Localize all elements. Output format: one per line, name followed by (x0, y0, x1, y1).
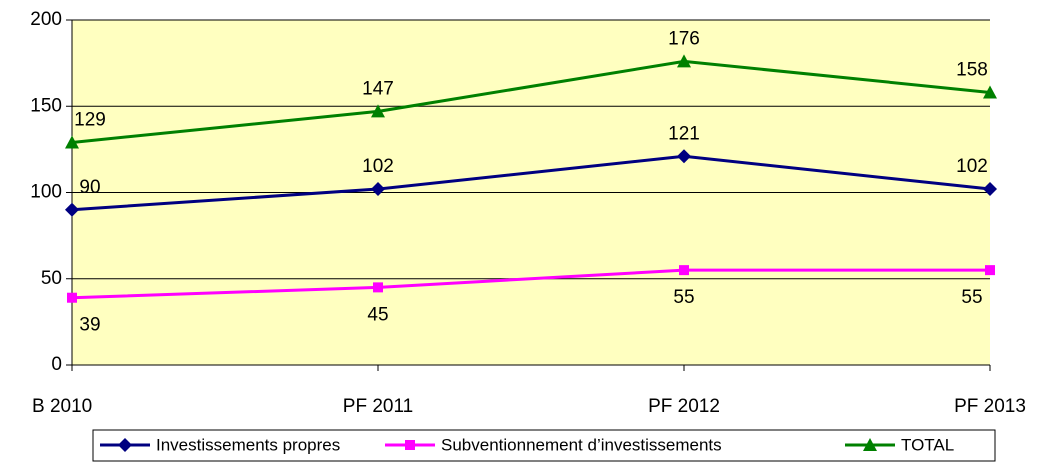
data-label: 55 (961, 287, 982, 308)
marker (677, 149, 691, 164)
marker (373, 282, 383, 293)
y-tick-label: 100 (30, 182, 62, 203)
x-tick-label: PF 2012 (648, 396, 720, 417)
data-label: 121 (668, 123, 700, 144)
series-line (71, 154, 991, 212)
data-label: 39 (79, 315, 100, 336)
data-label: 102 (362, 156, 394, 177)
legend-label: Investissements propres (156, 435, 340, 454)
data-label: 45 (367, 304, 388, 325)
legend: Investissements propres Subventionnement … (92, 429, 996, 462)
data-label: 102 (956, 156, 988, 177)
legend-box (92, 429, 996, 462)
data-label: 176 (668, 28, 700, 49)
data-label: 90 (79, 177, 100, 198)
marker (985, 265, 995, 276)
x-tick-label: PF 2011 (343, 396, 413, 417)
marker (65, 135, 79, 149)
y-tick-label: 150 (30, 95, 62, 116)
y-tick-label: 0 (51, 354, 62, 375)
data-label: 158 (956, 59, 988, 80)
marker (65, 202, 79, 217)
marker (983, 85, 997, 99)
x-tick-label: PF 2013 (954, 396, 1026, 417)
legend-label: Subventionnement d’investissements (441, 435, 722, 454)
y-tick-label: 50 (41, 268, 62, 289)
y-tick-label: 200 (30, 9, 62, 30)
marker (679, 265, 689, 276)
marker (863, 438, 877, 451)
marker (983, 182, 997, 197)
marker (67, 292, 77, 303)
series-line (71, 59, 991, 144)
data-label: 129 (74, 109, 106, 130)
marker (677, 54, 691, 68)
x-tick-label: B 2010 (32, 396, 92, 417)
marker (371, 104, 385, 118)
data-label: 55 (673, 287, 694, 308)
legend-label: TOTAL (901, 435, 954, 454)
series-line (71, 268, 990, 300)
data-label: 147 (362, 78, 394, 99)
marker (371, 182, 385, 197)
marker (118, 438, 132, 452)
marker (405, 440, 415, 450)
